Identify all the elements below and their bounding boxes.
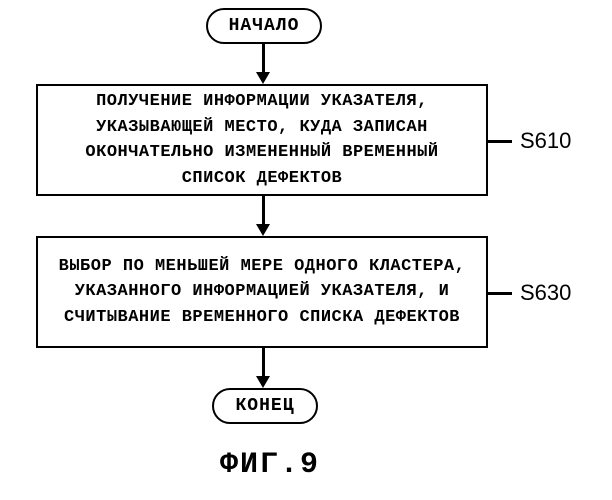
connector-line: [488, 292, 512, 295]
edge-arrowhead: [256, 72, 270, 84]
end-label: КОНЕЦ: [235, 396, 294, 416]
end-node: КОНЕЦ: [212, 388, 318, 424]
process-step2: ВЫБОР ПО МЕНЬШЕЙ МЕРЕ ОДНОГО КЛАСТЕРА, У…: [36, 236, 488, 348]
start-node: НАЧАЛО: [206, 8, 322, 44]
flowchart-canvas: НАЧАЛО ПОЛУЧЕНИЕ ИНФОРМАЦИИ УКАЗАТЕЛЯ, У…: [0, 0, 612, 500]
start-label: НАЧАЛО: [229, 16, 300, 36]
step2-ref: S630: [520, 280, 571, 306]
edge-line: [262, 348, 265, 378]
caption-text: ФИГ.9: [220, 448, 320, 482]
process-step2-text: ВЫБОР ПО МЕНЬШЕЙ МЕРЕ ОДНОГО КЛАСТЕРА, У…: [54, 254, 470, 331]
step2-ref-text: S630: [520, 280, 571, 305]
edge-line: [262, 44, 265, 74]
process-step1-text: ПОЛУЧЕНИЕ ИНФОРМАЦИИ УКАЗАТЕЛЯ, УКАЗЫВАЮ…: [54, 89, 470, 191]
step1-ref: S610: [520, 128, 571, 154]
edge-arrowhead: [256, 224, 270, 236]
figure-caption: ФИГ.9: [220, 448, 320, 482]
process-step1: ПОЛУЧЕНИЕ ИНФОРМАЦИИ УКАЗАТЕЛЯ, УКАЗЫВАЮ…: [36, 84, 488, 196]
edge-line: [262, 196, 265, 226]
connector-line: [488, 140, 512, 143]
edge-arrowhead: [256, 376, 270, 388]
step1-ref-text: S610: [520, 128, 571, 153]
